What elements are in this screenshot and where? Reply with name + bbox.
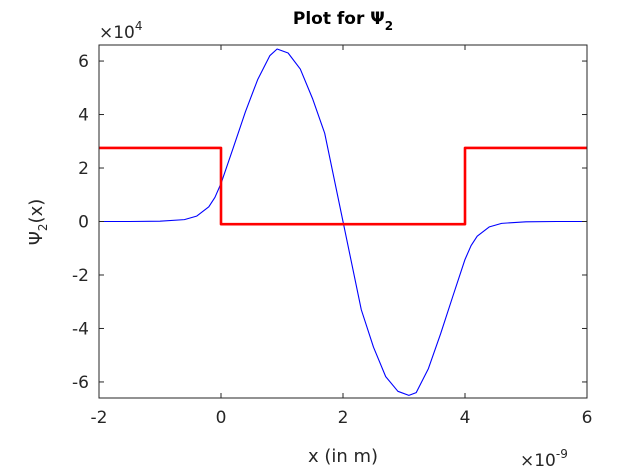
y-tick-label: 4 [78, 106, 89, 126]
y-tick-label: 2 [78, 159, 89, 179]
y-tick-label: -6 [72, 373, 89, 393]
x-tick-label: 2 [338, 408, 349, 428]
x-axis-multiplier-exponent: -9 [556, 447, 568, 461]
y-axis-multiplier-exponent: 4 [135, 19, 143, 33]
y-axis-multiplier: ×104 [99, 19, 143, 43]
y-tick-label: 0 [78, 213, 89, 233]
plot-content [99, 48, 587, 396]
y-tick-label: -2 [72, 266, 89, 286]
ticks: -2 0 2 4 6 -6 -4 -2 0 2 4 6 [72, 45, 592, 428]
x-axis-label: x (in m) [308, 446, 378, 467]
series-line-1 [99, 48, 587, 396]
series-line-2 [99, 146, 587, 226]
x-tick-label: 0 [216, 408, 227, 428]
y-tick-label: 6 [78, 52, 89, 72]
chart-title: Plot for Ψ2 [293, 9, 393, 33]
x-axis-multiplier: ×10-9 [520, 447, 568, 471]
y-axis-label: Ψ2(x) [26, 199, 50, 246]
x-tick-label: 4 [460, 408, 471, 428]
chart-title-subscript: 2 [385, 19, 393, 33]
y-axis-label-suffix: (x) [26, 199, 47, 224]
y-axis-label-subscript: 2 [36, 223, 50, 231]
y-tick-label: -4 [72, 319, 89, 339]
x-tick-label: 6 [582, 408, 593, 428]
x-tick-label: -2 [91, 408, 108, 428]
